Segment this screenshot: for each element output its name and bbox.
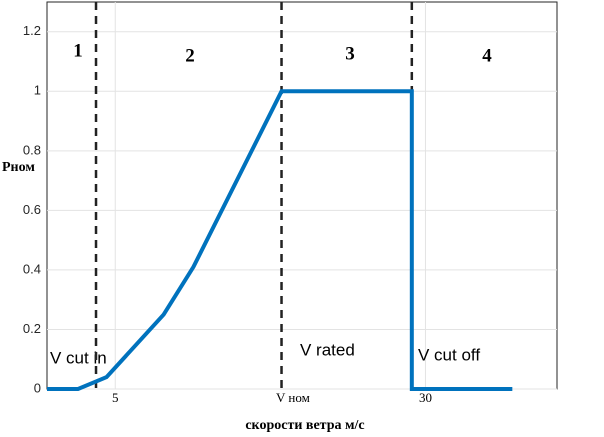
y-tick-label: 0.6 xyxy=(23,202,41,217)
annotation: V cut off xyxy=(418,345,480,364)
y-axis-label: Pном xyxy=(2,160,35,175)
y-tick-label: 1.2 xyxy=(23,23,41,38)
x-tick-label: 5 xyxy=(112,390,119,405)
annotation: V rated xyxy=(300,340,355,359)
region-label: 2 xyxy=(185,45,195,66)
x-tick-label: 30 xyxy=(419,390,432,405)
data-line xyxy=(47,89,513,391)
y-tick-label: 1 xyxy=(34,83,41,98)
region-label: 1 xyxy=(73,40,83,61)
annotation: V ном xyxy=(276,390,310,405)
y-tick-label: 0.2 xyxy=(23,321,41,336)
y-tick-label: 0 xyxy=(34,380,41,395)
plot-frame xyxy=(46,1,558,390)
x-axis-label: скорости ветра м/с xyxy=(245,418,364,433)
y-tick-label: 0.8 xyxy=(23,142,41,157)
y-tick-label: 0.4 xyxy=(23,261,41,276)
region-label: 4 xyxy=(482,45,492,66)
annotation: V cut in xyxy=(50,348,107,367)
region-label: 3 xyxy=(345,43,355,64)
